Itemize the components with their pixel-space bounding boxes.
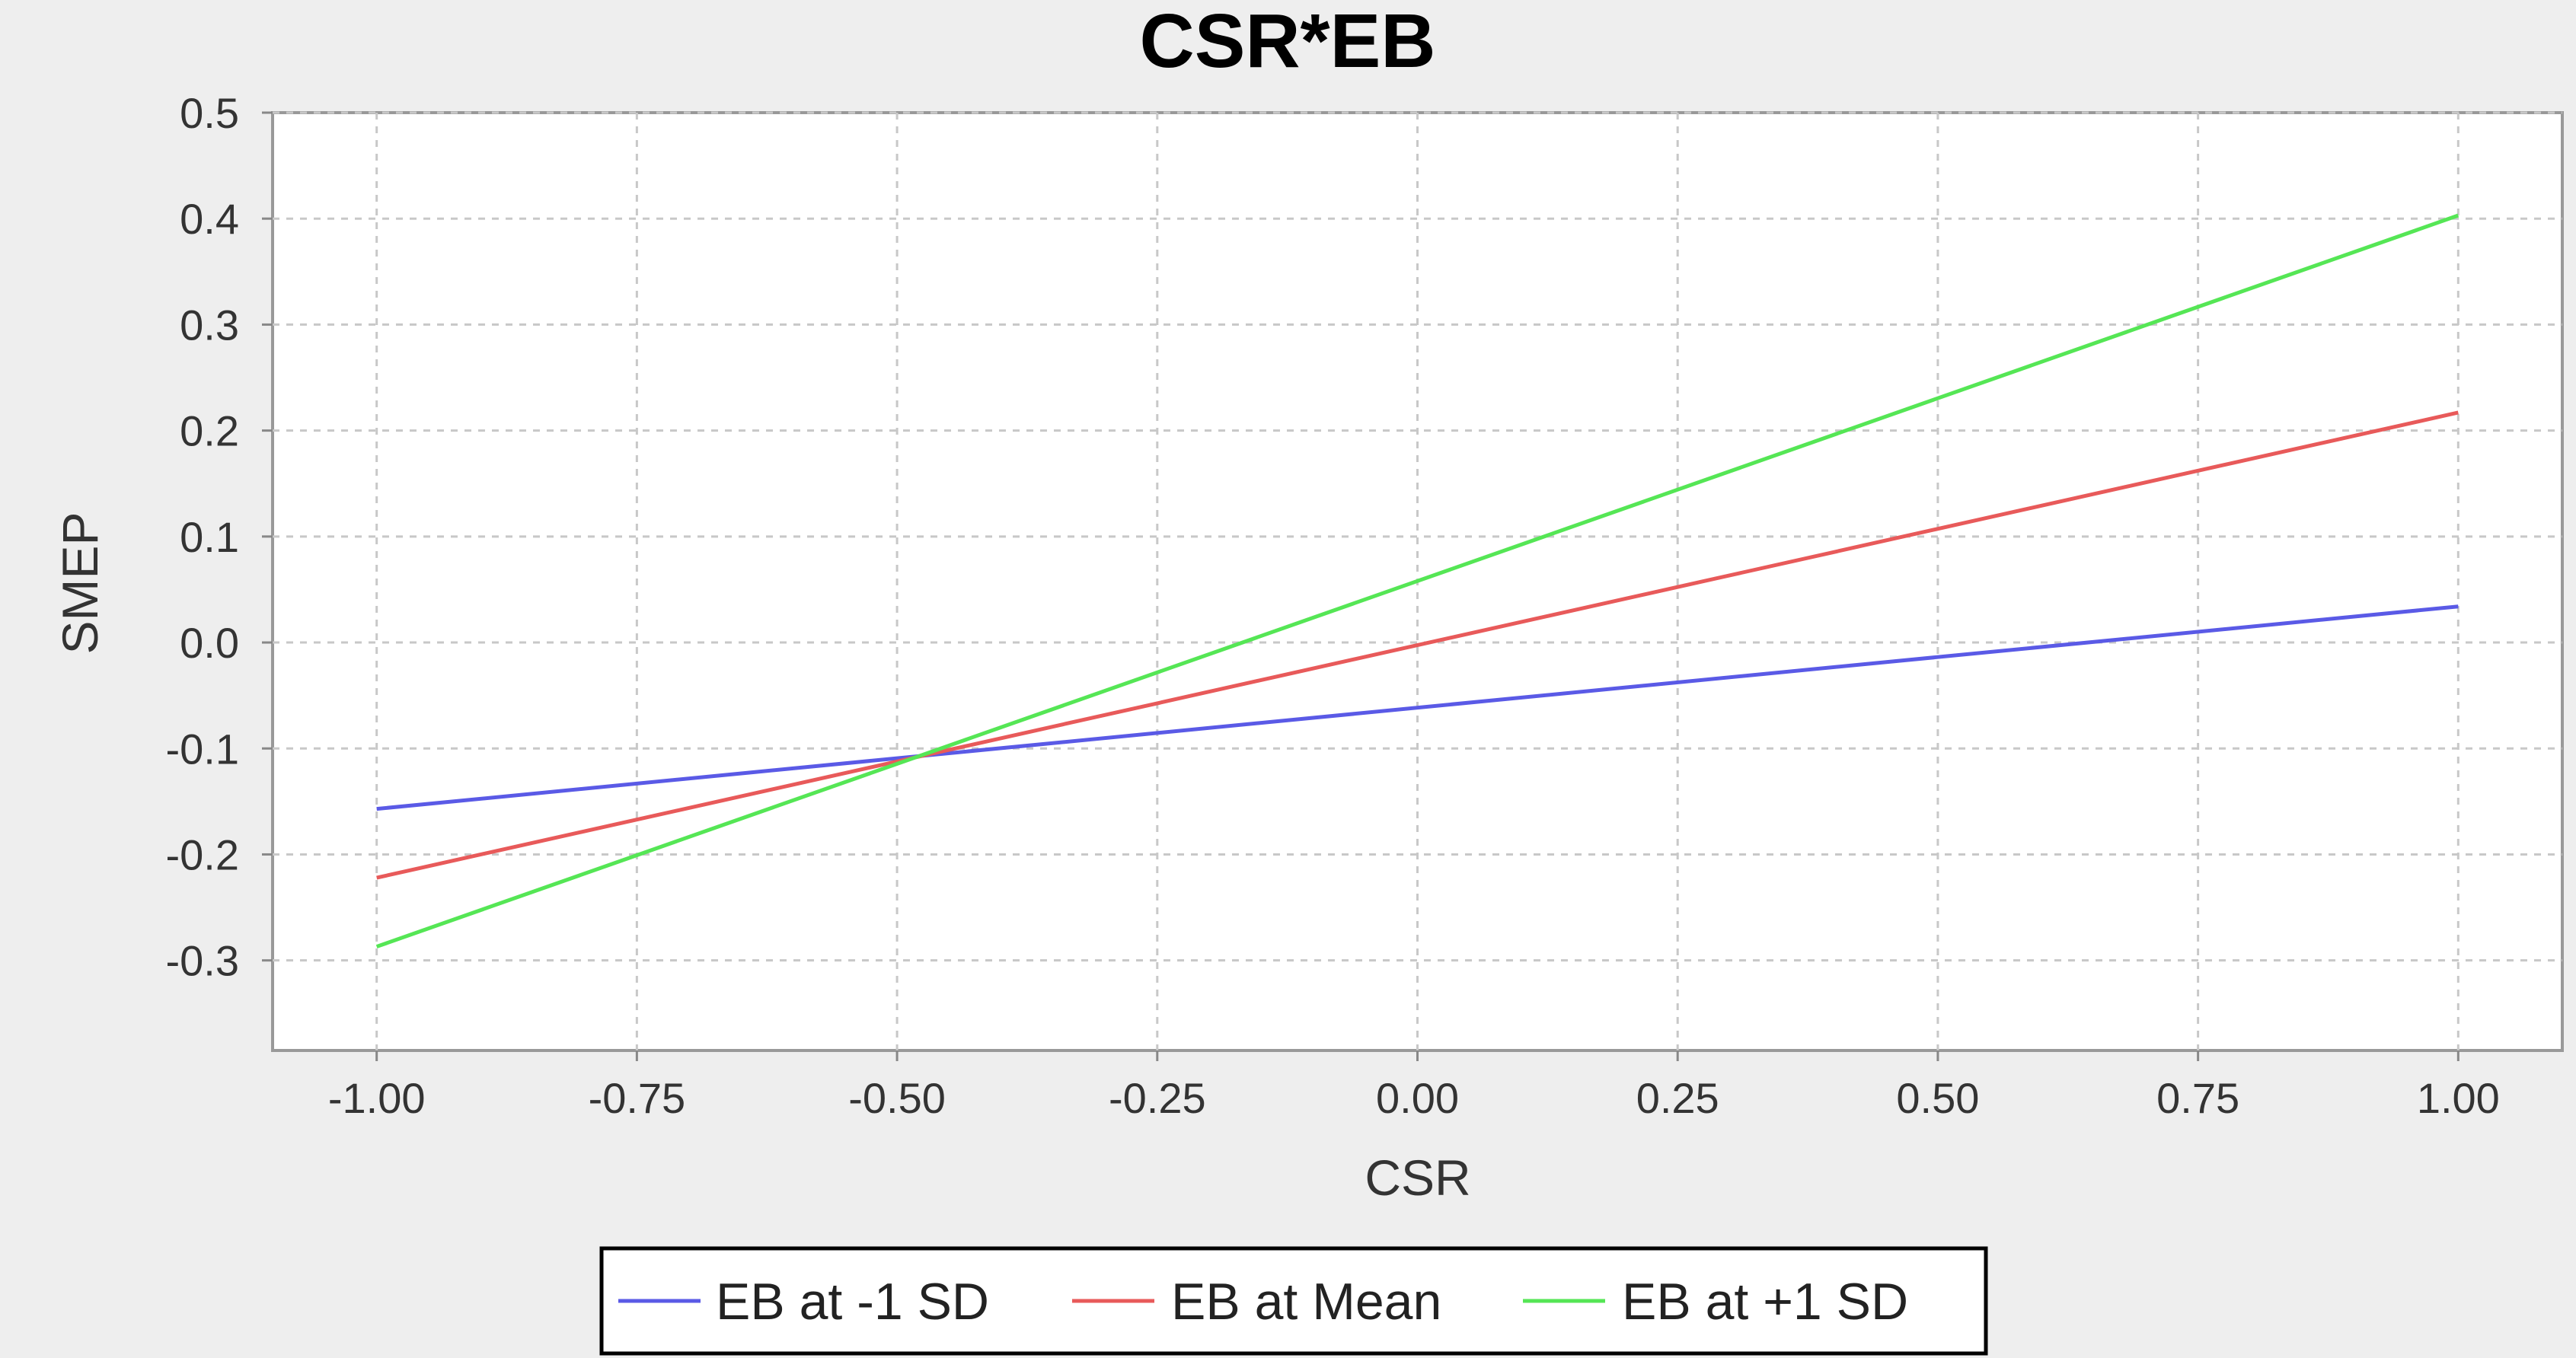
legend-items: EB at -1 SD EB at Mean EB at +1 SD bbox=[618, 1273, 1908, 1331]
grid-lines bbox=[273, 111, 2562, 1050]
legend-box bbox=[599, 1246, 1988, 1356]
legend-label-0: EB at -1 SD bbox=[716, 1273, 989, 1331]
x-tick-label: 0.00 bbox=[1376, 1074, 1459, 1122]
axes: -1.00 -0.75 -0.50 -0.25 0.00 0.25 0.50 0.75 1.00… bbox=[166, 89, 2500, 1122]
y-tick-label: 0.5 bbox=[180, 89, 239, 137]
x-tick-label: 1.00 bbox=[2417, 1074, 2500, 1122]
x-tick-label: 0.75 bbox=[2156, 1074, 2239, 1122]
y-tick-label: 0.1 bbox=[180, 513, 239, 561]
y-axis-label: SMEP bbox=[52, 512, 108, 654]
series-line-0 bbox=[376, 604, 2459, 811]
chart-title: CSR*EB bbox=[1140, 0, 1436, 84]
y-tick-label: 0.0 bbox=[180, 619, 239, 667]
y-tick-label: -0.3 bbox=[166, 937, 240, 985]
x-axis-label: CSR bbox=[1365, 1149, 1470, 1206]
legend-label-2: EB at +1 SD bbox=[1622, 1273, 1908, 1331]
x-tick-label: 0.25 bbox=[1636, 1074, 1719, 1122]
series-lines bbox=[375, 213, 2459, 948]
series-line-2 bbox=[375, 213, 2459, 948]
y-tick-label: 0.2 bbox=[180, 407, 239, 455]
x-tick-label: 0.50 bbox=[1896, 1074, 1979, 1122]
x-tick-label: -1.00 bbox=[328, 1074, 426, 1122]
y-tick-label: 0.4 bbox=[180, 195, 239, 243]
y-tick-label: -0.2 bbox=[166, 830, 240, 878]
x-tick-label: -0.50 bbox=[848, 1074, 946, 1122]
x-tick-label: -0.25 bbox=[1109, 1074, 1206, 1122]
series-line-1 bbox=[376, 410, 2459, 880]
legend: EB at -1 SD EB at Mean EB at +1 SD bbox=[599, 1246, 1988, 1356]
y-tick-label: -0.1 bbox=[166, 725, 240, 773]
y-tick-label: 0.3 bbox=[180, 301, 239, 349]
legend-label-1: EB at Mean bbox=[1171, 1273, 1441, 1331]
x-tick-label: -0.75 bbox=[589, 1074, 686, 1122]
